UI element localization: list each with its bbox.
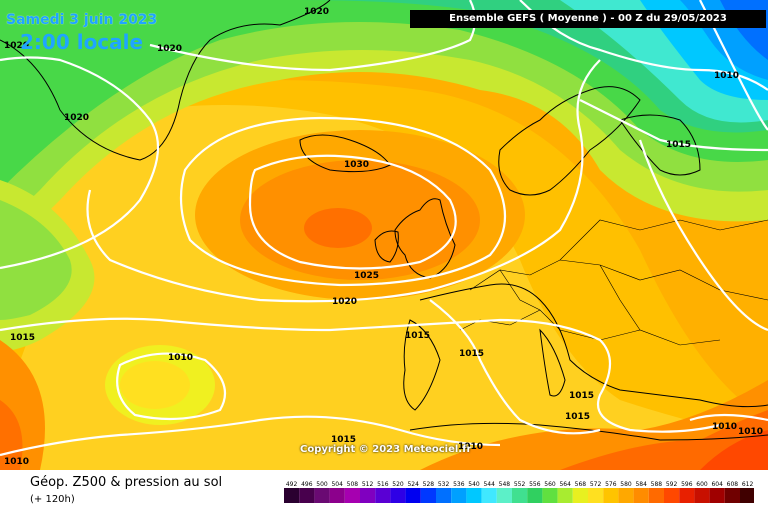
scale-swatch — [633, 488, 649, 503]
isobar-label: 1010 — [712, 422, 737, 432]
scale-swatch — [405, 488, 421, 503]
isobar-label: 1020 — [304, 7, 329, 17]
scale-tick-label: 524 — [407, 481, 419, 488]
scale-tick-label: 512 — [362, 481, 374, 488]
forecast-date: Samedi 3 juin 2023 — [6, 12, 158, 28]
isobar-labels: 1030 1025 1020 1020 1020 1020 1020 1015 … — [4, 7, 763, 467]
scale-tick-label: 508 — [347, 481, 359, 488]
isobar-label: 1015 — [10, 333, 35, 343]
scale-swatch — [360, 488, 376, 503]
scale-tick-label: 516 — [377, 481, 389, 488]
scale-tick-label: 520 — [392, 481, 404, 488]
scale-tick-label: 556 — [529, 481, 541, 488]
legend: Géop. Z500 & pression au sol (+ 120h) 49… — [0, 470, 768, 512]
scale-swatch — [724, 488, 740, 503]
isobar-label: 1015 — [331, 435, 356, 445]
scale-swatch — [527, 488, 543, 503]
scale-tick-label: 584 — [635, 481, 647, 488]
scale-swatch — [375, 488, 391, 503]
model-banner: Ensemble GEFS ( Moyenne ) - 00 Z du 29/0… — [410, 10, 766, 28]
scale-swatch — [679, 488, 695, 503]
scale-tick-label: 576 — [605, 481, 617, 488]
scale-swatch — [299, 488, 315, 503]
scale-swatch — [436, 488, 452, 503]
scale-tick-label: 528 — [423, 481, 435, 488]
isobar-label: 1010 — [714, 71, 739, 81]
scale-tick-label: 596 — [681, 481, 693, 488]
weather-map: 1030 1025 1020 1020 1020 1020 1020 1015 … — [0, 0, 768, 470]
isobar-label: 1030 — [344, 160, 369, 170]
geopotential-field: 1030 1025 1020 1020 1020 1020 1020 1015 … — [0, 0, 768, 470]
legend-title: Géop. Z500 & pression au sol — [30, 475, 223, 490]
scale-swatch — [344, 488, 360, 503]
isobar-label: 1015 — [405, 331, 430, 341]
borders — [459, 219, 768, 346]
isobar-label: 1020 — [4, 41, 29, 51]
scale-swatch — [694, 488, 710, 503]
scale-tick-label: 492 — [286, 481, 298, 488]
scale-tick-label: 532 — [438, 481, 450, 488]
scale-tick-label: 612 — [742, 481, 754, 488]
scale-swatch — [648, 488, 664, 503]
scale-tick-label: 568 — [575, 481, 587, 488]
scale-tick-label: 536 — [453, 481, 465, 488]
scale-swatch — [314, 488, 330, 503]
scale-tick-label: 588 — [651, 481, 663, 488]
isobar-label: 1020 — [332, 297, 357, 307]
scale-swatch — [572, 488, 588, 503]
isobar-label: 1010 — [738, 427, 763, 437]
scale-swatch — [284, 488, 300, 503]
scale-tick-label: 592 — [666, 481, 678, 488]
isobar-lines — [0, 0, 768, 457]
scale-tick-label: 496 — [301, 481, 313, 488]
scale-tick-label: 572 — [590, 481, 602, 488]
isobar-label: 1025 — [354, 271, 379, 281]
scale-swatch — [329, 488, 345, 503]
isobar-label: 1015 — [569, 391, 594, 401]
scale-tick-label: 548 — [499, 481, 511, 488]
isobar-label: 1010 — [458, 442, 483, 452]
forecast-time: 2:00 locale — [20, 30, 144, 54]
isobar-label: 1010 — [4, 457, 29, 467]
scale-swatch — [466, 488, 482, 503]
isobar-label: 1015 — [459, 349, 484, 359]
scale-tick-label: 560 — [544, 481, 556, 488]
scale-tick-label: 600 — [696, 481, 708, 488]
scale-swatch — [664, 488, 680, 503]
scale-swatch — [618, 488, 634, 503]
scale-tick-label: 552 — [514, 481, 526, 488]
scale-swatch — [451, 488, 467, 503]
scale-tick-label: 500 — [316, 481, 328, 488]
scale-swatch — [496, 488, 512, 503]
scale-tick-label: 604 — [711, 481, 723, 488]
scale-swatch — [588, 488, 604, 503]
scale-swatch — [481, 488, 497, 503]
isobar-label: 1020 — [157, 44, 182, 54]
scale-swatch — [512, 488, 528, 503]
scale-tick-label: 580 — [620, 481, 632, 488]
scale-swatch — [709, 488, 725, 503]
scale-tick-label: 608 — [727, 481, 739, 488]
scale-tick-label: 540 — [468, 481, 480, 488]
copyright-text: Copyright © 2023 Meteociel.fr — [300, 444, 472, 455]
scale-swatch — [390, 488, 406, 503]
scale-swatch — [420, 488, 436, 503]
scale-swatch — [603, 488, 619, 503]
isobar-label: 1010 — [168, 353, 193, 363]
isobar-label: 1020 — [64, 113, 89, 123]
scale-swatch — [557, 488, 573, 503]
scale-tick-label: 544 — [483, 481, 495, 488]
isobar-label: 1015 — [666, 140, 691, 150]
scale-swatch — [740, 488, 754, 503]
isobar-label: 1015 — [565, 412, 590, 422]
color-scale: 492 496 500 504 508 512 516 520 524 528 532 536 540 5… — [284, 481, 754, 503]
scale-tick-label: 504 — [331, 481, 343, 488]
scale-swatch — [542, 488, 558, 503]
scale-tick-label: 564 — [559, 481, 571, 488]
legend-subtitle: (+ 120h) — [30, 494, 75, 505]
